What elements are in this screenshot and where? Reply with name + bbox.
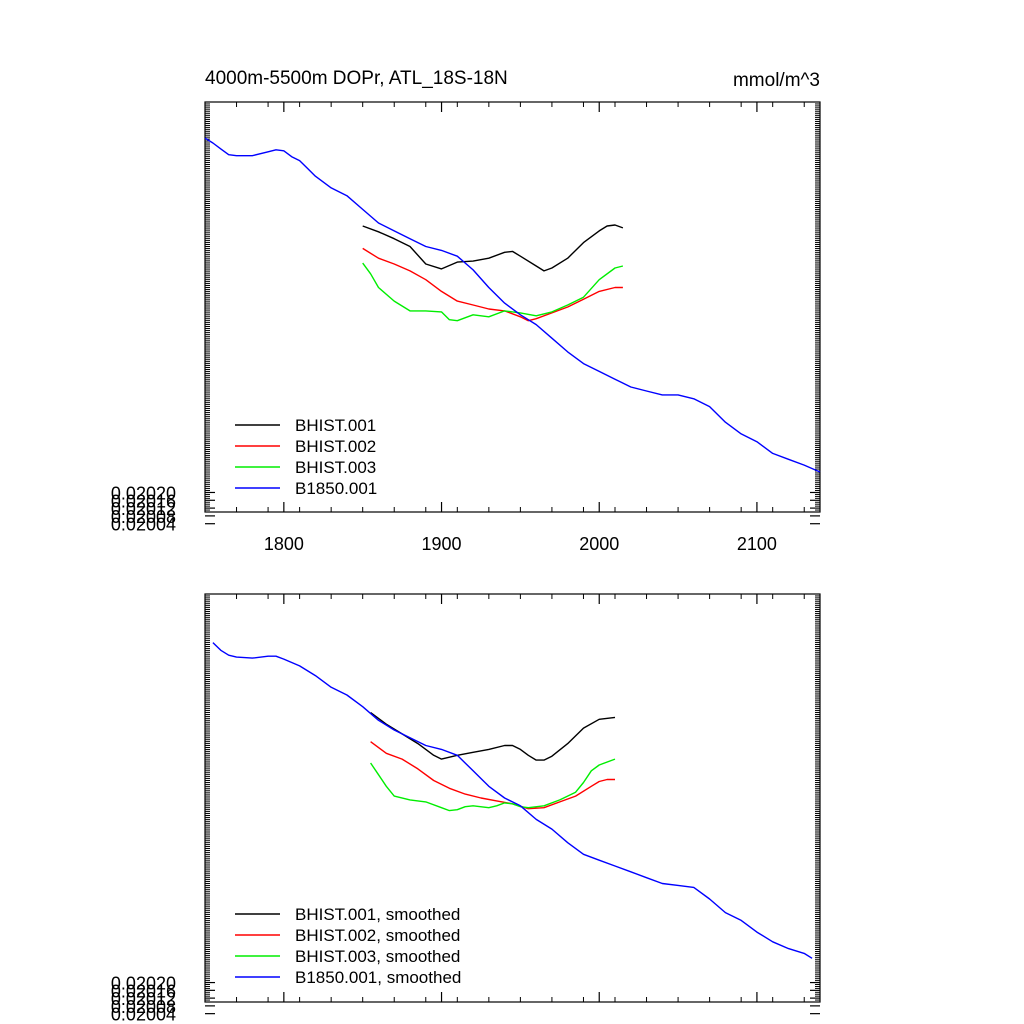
x-tick-label: 2000: [579, 534, 619, 554]
series-line-bhist-003: [370, 758, 616, 812]
series-line-b1850-001: [204, 137, 821, 473]
legend-label: BHIST.001, smoothed: [295, 905, 460, 924]
series-line-b1850-001: [212, 642, 813, 959]
chart-title: 4000m-5500m DOPr, ATL_18S-18N: [205, 68, 508, 89]
legend-label: BHIST.003, smoothed: [295, 947, 460, 966]
legend-label: B1850.001, smoothed: [295, 968, 461, 987]
y-tick-label: 0.02008: [111, 997, 176, 1017]
legend-label: BHIST.002, smoothed: [295, 926, 460, 945]
units-label: mmol/m^3: [733, 70, 820, 91]
y-tick-label: 0.02012: [111, 499, 176, 519]
legend-label: BHIST.001: [295, 416, 376, 435]
x-tick-label: 2100: [737, 534, 777, 554]
legend-label: B1850.001: [295, 479, 377, 498]
legend-label: BHIST.003: [295, 458, 376, 477]
legend-label: BHIST.002: [295, 437, 376, 456]
x-tick-label: 1800: [264, 534, 304, 554]
y-tick-label: 0.02004: [111, 515, 176, 535]
series-line-bhist-001: [362, 224, 624, 272]
y-tick-label: 0.02020: [111, 974, 176, 994]
series-line-bhist-003: [362, 262, 624, 322]
series-line-bhist-002: [362, 247, 623, 322]
chart-panel-top: 1800 1900 2000 2100 0.020040.020080.020120.0…: [111, 101, 821, 554]
series-line-bhist-001: [370, 711, 616, 761]
y-tick-label: 0.02020: [111, 483, 176, 503]
y-tick-label: 0.02016: [111, 981, 176, 1001]
y-tick-label: 0.02008: [111, 507, 176, 527]
y-tick-label: 0.02004: [111, 1005, 176, 1024]
y-tick-label: 0.02016: [111, 491, 176, 511]
y-tick-label: 0.02012: [111, 989, 176, 1009]
x-tick-label: 1900: [422, 534, 462, 554]
